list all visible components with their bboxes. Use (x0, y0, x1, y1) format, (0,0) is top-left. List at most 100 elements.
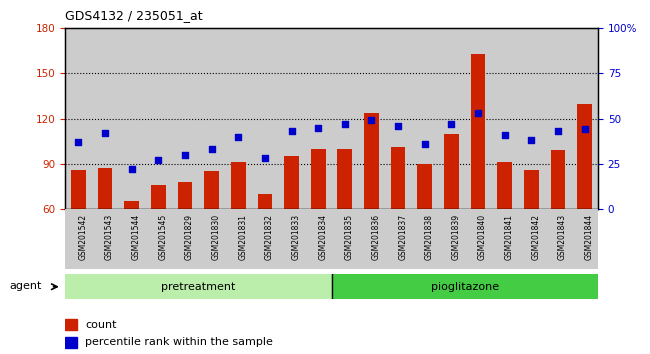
Point (339, 121, 350, 127)
Bar (545, 28, 571, 209)
Bar (524, 170, 539, 299)
Text: pretreatment: pretreatment (161, 282, 235, 292)
Text: GSM201841: GSM201841 (505, 214, 514, 260)
Text: percentile rank within the sample: percentile rank within the sample (85, 337, 273, 347)
Point (206, 147, 216, 152)
Point (526, 137, 537, 143)
Bar (172, 209, 198, 269)
Point (580, 127, 590, 132)
Text: GSM201839: GSM201839 (451, 214, 460, 260)
Bar (545, 209, 571, 269)
Bar (225, 28, 252, 209)
Bar (278, 209, 305, 269)
Bar (257, 194, 272, 299)
Bar (491, 28, 518, 209)
Bar (65, 319, 77, 330)
Bar (92, 209, 118, 269)
Bar (65, 28, 92, 209)
Bar (65, 209, 92, 269)
Text: agent: agent (10, 280, 42, 291)
Point (73, 139, 83, 145)
Text: GSM201838: GSM201838 (425, 214, 434, 260)
Bar (385, 28, 411, 209)
Bar (518, 28, 545, 209)
Text: count: count (85, 320, 117, 330)
Bar (172, 28, 198, 209)
Bar (497, 162, 512, 299)
Bar (71, 170, 86, 299)
Bar (465, 209, 491, 269)
Bar (385, 209, 411, 269)
Text: GSM201836: GSM201836 (372, 214, 380, 260)
Bar (465, 28, 491, 209)
Bar (145, 28, 172, 209)
Bar (65, 337, 77, 348)
Bar (518, 209, 545, 269)
Point (233, 134, 244, 139)
Text: GDS4132 / 235051_at: GDS4132 / 235051_at (65, 9, 203, 22)
Bar (471, 54, 486, 299)
Bar (438, 28, 465, 209)
Text: GSM201844: GSM201844 (585, 214, 593, 260)
Point (153, 157, 164, 163)
Bar (145, 209, 172, 269)
Bar (571, 28, 598, 209)
Point (179, 152, 190, 158)
Text: GSM201842: GSM201842 (532, 214, 540, 260)
Bar (438, 209, 465, 269)
Bar (571, 209, 598, 269)
Text: GSM201544: GSM201544 (131, 214, 140, 260)
Point (100, 130, 110, 136)
Point (313, 125, 324, 131)
Point (367, 118, 377, 123)
Bar (151, 185, 166, 299)
Point (420, 141, 430, 147)
Text: GSM201543: GSM201543 (105, 214, 114, 260)
Bar (417, 164, 432, 299)
Text: GSM201840: GSM201840 (478, 214, 487, 260)
Bar (358, 28, 385, 209)
Bar (252, 28, 278, 209)
Text: GSM201830: GSM201830 (211, 214, 220, 260)
Bar (225, 209, 252, 269)
Text: GSM201837: GSM201837 (398, 214, 407, 260)
Bar (411, 209, 438, 269)
Bar (491, 209, 518, 269)
Text: GSM201834: GSM201834 (318, 214, 327, 260)
Text: pioglitazone: pioglitazone (431, 282, 499, 292)
Bar (444, 134, 459, 299)
Bar (337, 149, 352, 299)
Bar (577, 104, 592, 299)
Bar (198, 28, 225, 209)
Bar (118, 209, 145, 269)
Point (393, 123, 403, 129)
Bar (364, 113, 379, 299)
Point (126, 166, 137, 172)
Bar (411, 28, 438, 209)
Bar (124, 201, 139, 299)
Point (500, 132, 510, 138)
Text: GSM201832: GSM201832 (265, 214, 274, 260)
Text: GSM201843: GSM201843 (558, 214, 567, 260)
Bar (551, 150, 566, 299)
Text: GSM201833: GSM201833 (292, 214, 300, 260)
Bar (252, 209, 278, 269)
Bar (65, 274, 332, 299)
Bar (358, 209, 385, 269)
Text: GSM201835: GSM201835 (344, 214, 354, 260)
Text: GSM201545: GSM201545 (159, 214, 167, 260)
Bar (332, 209, 358, 269)
Point (553, 129, 564, 134)
Point (446, 121, 456, 127)
Bar (391, 147, 406, 299)
Bar (332, 28, 358, 209)
Bar (92, 28, 118, 209)
Point (473, 110, 484, 116)
Bar (177, 182, 192, 299)
Bar (98, 168, 112, 299)
Bar (311, 149, 326, 299)
Bar (284, 156, 299, 299)
Bar (278, 28, 305, 209)
Text: GSM201831: GSM201831 (239, 214, 247, 260)
Point (287, 129, 297, 134)
